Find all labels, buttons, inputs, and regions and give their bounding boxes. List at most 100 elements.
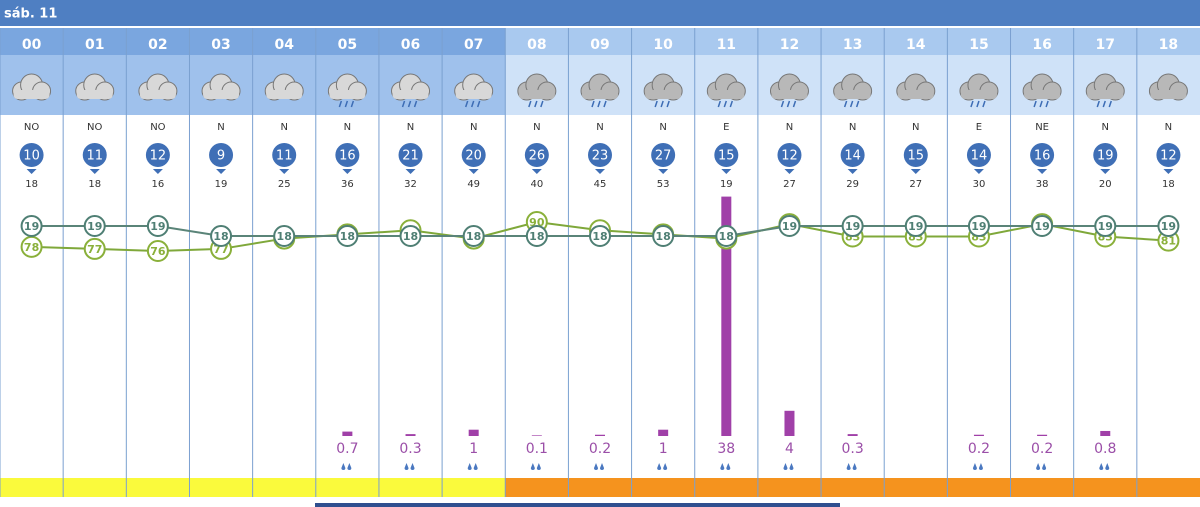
wind-speed: 14	[844, 149, 861, 164]
cloud-icon	[834, 90, 871, 99]
wind-direction: NO	[150, 122, 165, 133]
cloud-icon	[771, 90, 808, 99]
wind-gust: 27	[909, 179, 922, 190]
wind-gust: 32	[404, 179, 417, 190]
hour-label: 14	[906, 37, 926, 53]
wind-gust: 16	[152, 179, 165, 190]
temp-value: 18	[466, 230, 481, 243]
wind-gust: 20	[1099, 179, 1112, 190]
hour-label: 09	[590, 37, 609, 53]
wind-gust: 19	[720, 179, 733, 190]
wind-speed: 12	[1160, 149, 1177, 164]
precip-label: 38	[717, 441, 735, 457]
wind-direction: N	[407, 122, 414, 133]
precip-icon	[594, 463, 598, 470]
wind-direction: NE	[1035, 122, 1049, 133]
wind-direction: N	[1102, 122, 1109, 133]
wind-speed-circle	[461, 143, 486, 167]
humidity-value: 77	[87, 243, 102, 256]
wind-arrow	[26, 169, 37, 174]
humidity-value: 76	[150, 245, 166, 258]
temp-circle	[778, 215, 801, 237]
hour-cell	[442, 28, 506, 55]
precip-icon	[789, 463, 794, 470]
rain-drop	[982, 100, 986, 108]
wind-arrow	[595, 169, 605, 174]
wind-arrow	[279, 169, 290, 174]
cloud-icon	[329, 90, 366, 99]
humidity-value: 78	[24, 241, 39, 254]
hour-label: 07	[464, 37, 483, 53]
precip-label: 0.1	[526, 441, 548, 457]
wind-speed: 11	[276, 149, 293, 164]
precip-icon	[852, 463, 857, 470]
hour-label: 02	[148, 37, 167, 53]
rain-drop	[666, 100, 670, 108]
temp-circle	[841, 215, 864, 237]
wind-arrow	[973, 169, 984, 174]
hour-cell	[189, 28, 253, 55]
wind-arrow	[847, 169, 858, 174]
wind-speed-circle	[524, 143, 549, 167]
wind-gust: 30	[973, 179, 986, 190]
hour-label: 18	[1159, 37, 1178, 53]
rain-drop	[1096, 100, 1100, 108]
precip-bar	[847, 434, 858, 436]
wind-speed-circle	[209, 143, 234, 167]
precip-bar	[973, 434, 984, 436]
rain-drop	[338, 100, 343, 108]
wind-direction: N	[786, 122, 793, 133]
rain-drop	[476, 100, 481, 108]
rain-drop	[344, 100, 349, 108]
wind-direction: N	[1165, 122, 1172, 133]
hour-cell	[884, 28, 948, 55]
hour-label: 11	[717, 37, 736, 53]
hour-cell	[126, 28, 190, 55]
hour-label: 05	[338, 37, 357, 53]
precip-icon	[1042, 463, 1047, 470]
humidity-circle	[146, 240, 169, 262]
hour-cell	[1136, 28, 1200, 55]
precip-bar	[468, 429, 479, 436]
precip-bar	[342, 431, 353, 436]
precip-icon	[600, 463, 604, 470]
wind-arrow	[721, 169, 732, 174]
wind-gust: 27	[783, 179, 796, 190]
hour-label: 04	[274, 37, 294, 53]
precip-icon	[473, 463, 478, 470]
humidity-value: 81	[1161, 235, 1176, 248]
temp-circle	[525, 225, 548, 247]
precip-icon	[972, 463, 977, 470]
rain-drop	[597, 100, 601, 108]
hour-cell	[757, 28, 822, 55]
hour-cell	[568, 28, 632, 55]
cloud-icon	[1150, 90, 1187, 99]
precip-icon	[663, 463, 668, 470]
wind-speed: 9	[217, 149, 225, 164]
wind-speed-circle	[272, 143, 297, 167]
wind-direction: N	[470, 122, 477, 133]
wind-gust: 38	[1036, 179, 1049, 190]
hour-cell	[0, 28, 64, 55]
temp-value: 18	[340, 230, 355, 243]
temp-circle	[146, 215, 169, 237]
rain-drop	[849, 100, 854, 108]
cloud-icon	[1087, 90, 1124, 99]
precip-bar	[784, 410, 795, 436]
temp-value: 19	[845, 220, 860, 233]
precip-label: 0.8	[1094, 441, 1116, 457]
wind-gust: 25	[278, 179, 291, 190]
rain-drop	[603, 100, 607, 108]
rain-drop	[792, 100, 797, 108]
cloud-icon	[392, 90, 429, 99]
precip-label: 1	[469, 441, 478, 457]
precip-label: 1	[659, 441, 668, 457]
wind-arrow	[1037, 169, 1048, 174]
temp-circle	[210, 225, 233, 247]
wind-gust: 18	[1162, 179, 1175, 190]
wind-speed: 15	[908, 149, 925, 164]
temp-value: 18	[719, 230, 734, 243]
rain-drop	[660, 100, 664, 108]
precip-bar	[1037, 434, 1048, 436]
temp-circle	[589, 225, 611, 247]
